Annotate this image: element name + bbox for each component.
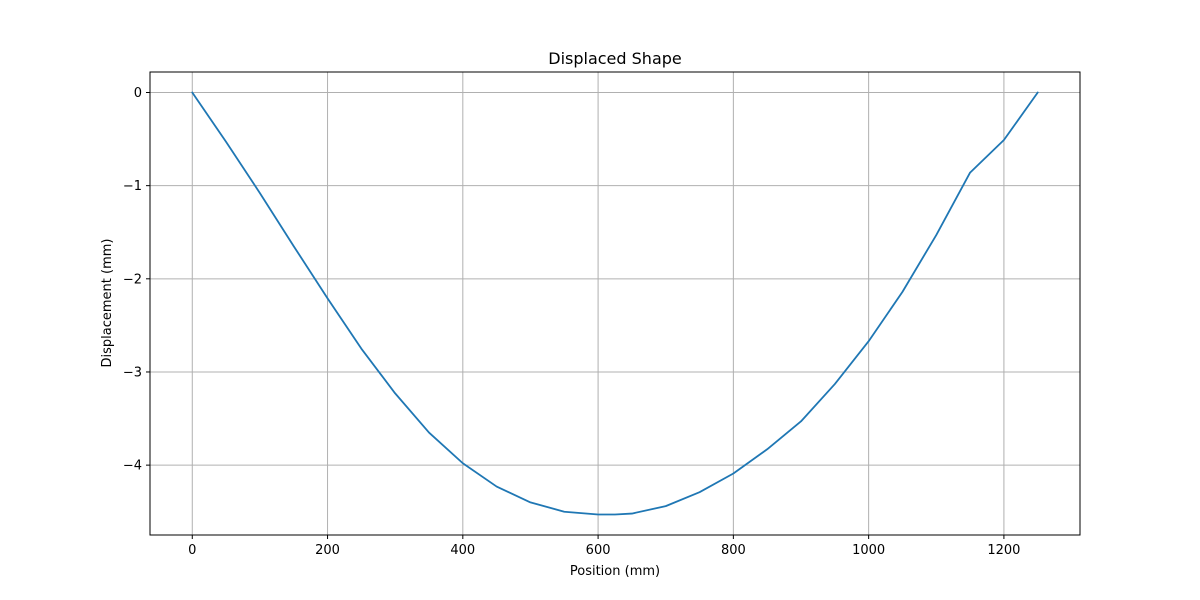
y-tick-label: 0 bbox=[134, 86, 142, 101]
x-tick-label: 1200 bbox=[987, 543, 1020, 558]
y-tick-label: −3 bbox=[123, 365, 142, 380]
x-tick-label: 0 bbox=[188, 543, 196, 558]
x-tick-label: 200 bbox=[315, 543, 340, 558]
x-tick-label: 1000 bbox=[852, 543, 885, 558]
x-tick-label: 400 bbox=[450, 543, 475, 558]
y-tick-label: −4 bbox=[123, 459, 142, 474]
x-tick-label: 600 bbox=[586, 543, 611, 558]
y-tick-label: −2 bbox=[123, 272, 142, 287]
plot-area-frame bbox=[149, 71, 1081, 536]
y-axis-label: Displacement (mm) bbox=[100, 239, 115, 368]
grid-layer bbox=[150, 72, 1080, 535]
x-axis-label: Position (mm) bbox=[570, 564, 660, 579]
chart-title: Displaced Shape bbox=[548, 49, 682, 68]
series-layer bbox=[191, 91, 1039, 516]
ticks-layer: 0 200 400 600 800 1000 1200 0 −1 −2 −3 −4 bbox=[123, 86, 1021, 558]
series-line-displacement bbox=[191, 91, 1039, 516]
y-tick-label: −1 bbox=[123, 179, 142, 194]
x-tick-label: 800 bbox=[721, 543, 746, 558]
